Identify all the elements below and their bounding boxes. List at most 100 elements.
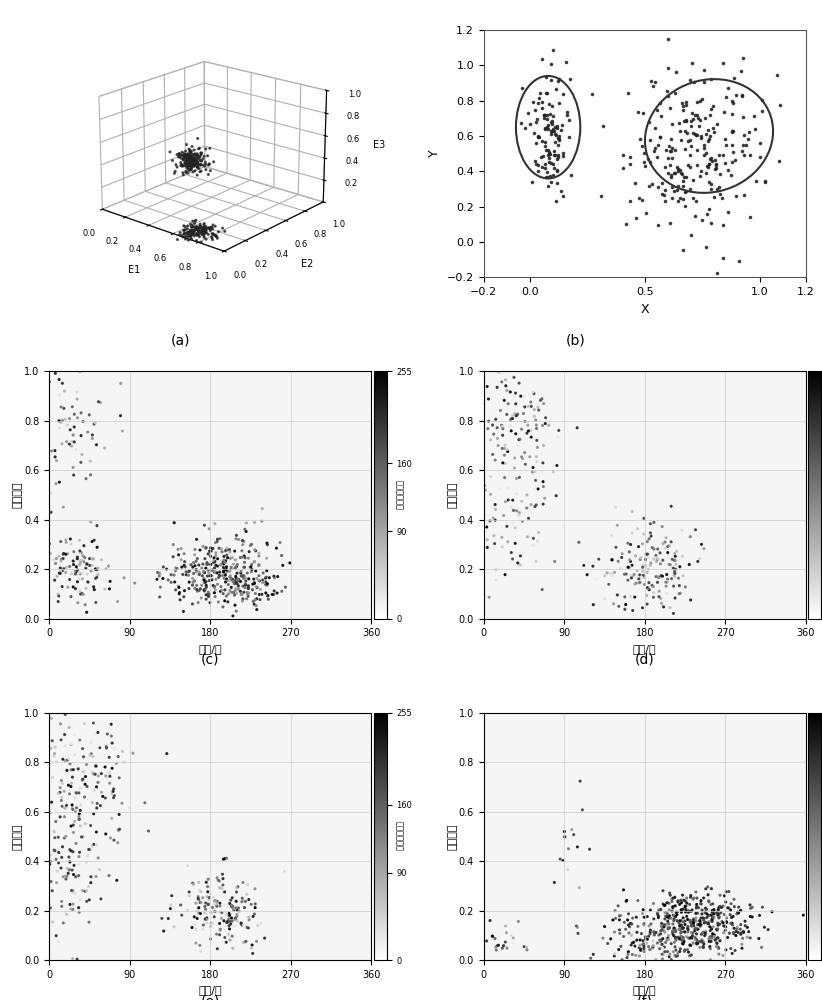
Point [509,396,522,412]
Point [676,166,689,182]
Point [658,159,671,175]
Point [538,416,552,432]
Point [663,920,677,936]
Point [709,156,722,172]
Point [660,895,673,911]
Point [687,915,700,931]
X-axis label: 相位/度: 相位/度 [633,985,657,995]
Point [483,413,496,429]
Point [200,540,213,556]
Point [684,930,697,946]
Point [102,558,115,574]
Point [693,112,706,128]
Point [223,921,236,937]
Point [214,531,227,547]
Point [202,588,215,604]
Point [684,72,697,88]
Point [504,418,517,434]
Point [677,930,690,946]
Point [474,941,487,957]
Point [701,916,714,932]
Point [700,165,713,181]
Point [755,92,768,108]
Point [211,872,224,888]
Point [270,585,284,601]
Point [228,576,241,592]
Point [74,802,87,818]
Point [662,31,675,47]
Point [607,948,621,964]
Point [250,579,263,595]
Point [95,552,108,568]
Point [674,917,687,933]
Point [672,578,686,594]
Point [70,559,83,575]
X-axis label: 相位/度: 相位/度 [198,644,222,654]
Point [69,566,82,582]
Point [44,805,57,821]
Point [681,157,695,173]
Point [71,951,84,967]
Point [695,536,708,552]
Point [501,406,514,422]
Point [686,915,700,931]
Point [661,913,674,929]
Point [192,874,206,890]
Point [466,443,479,459]
Point [626,504,639,520]
Y-axis label: 相对幅値: 相对幅値 [13,482,23,508]
Point [178,583,191,599]
Point [76,771,90,787]
Point [657,536,670,552]
Point [227,913,240,929]
Point [552,132,566,148]
Point [551,149,564,165]
Point [608,924,621,940]
Point [110,872,123,888]
Point [248,906,261,922]
Point [677,242,690,258]
Point [103,581,116,597]
Point [717,104,730,120]
Point [90,795,104,811]
Point [249,563,262,579]
Point [48,739,62,755]
Point [174,897,187,913]
Point [755,899,769,915]
Point [596,930,609,946]
Point [571,925,584,941]
Point [650,553,663,569]
Point [242,571,256,587]
Point [191,551,204,567]
Point [589,571,603,587]
Point [719,919,732,935]
Point [708,928,721,944]
Point [239,577,252,593]
Point [720,914,733,930]
Point [598,919,612,935]
Point [627,940,640,956]
Point [695,926,708,942]
Point [203,890,216,906]
Point [55,436,68,452]
Point [547,123,561,139]
Point [58,545,71,561]
Point [52,594,65,610]
Point [685,915,698,931]
Point [217,563,230,579]
Point [507,502,520,518]
Point [655,932,668,948]
Point [648,120,661,136]
Point [691,936,704,952]
Point [530,454,543,470]
Point [55,790,68,806]
Point [668,889,681,905]
Point [540,69,553,85]
Point [543,417,556,433]
Point [522,105,535,121]
Point [676,887,689,903]
Point [637,105,650,121]
Point [655,918,668,934]
Point [564,71,577,87]
Point [702,893,715,909]
